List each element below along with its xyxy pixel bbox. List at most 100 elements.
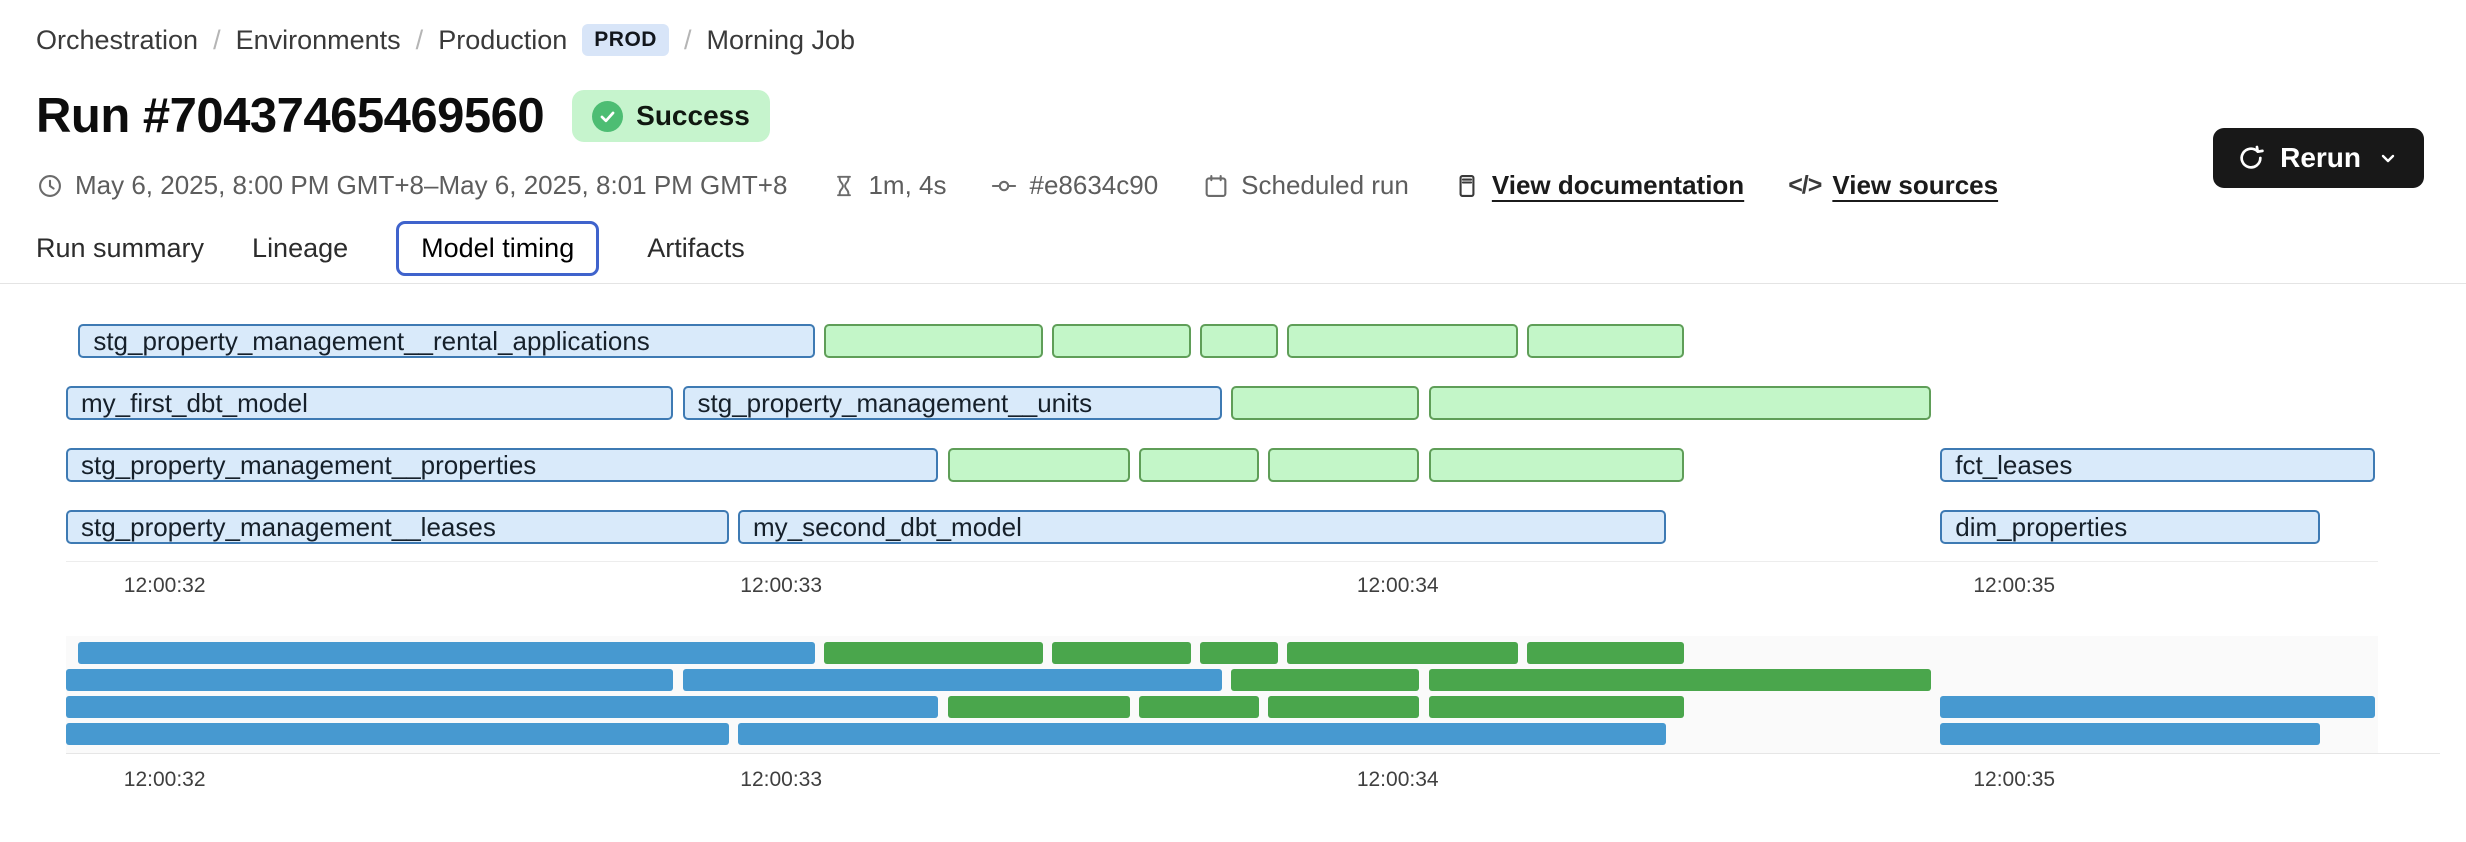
model-bar-label: my_second_dbt_model	[753, 511, 1022, 542]
gantt-row: my_first_dbt_model stg_property_managemen…	[66, 386, 2378, 420]
minimap-bar	[1428, 696, 1685, 718]
time-tick: 12:00:33	[740, 768, 823, 791]
view-documentation-link[interactable]: View documentation	[1491, 170, 1745, 200]
header: Run #70437465469560 Success	[36, 88, 2466, 144]
minimap-bar	[1200, 642, 1278, 664]
minimap-bar	[1268, 696, 1420, 718]
view-sources-link[interactable]: View sources	[1832, 170, 1999, 200]
rerun-button-label: Rerun	[2280, 142, 2361, 173]
model-bar[interactable]: my_first_dbt_model	[66, 386, 674, 420]
chevron-down-icon	[2381, 154, 2395, 163]
time-tick: 12:00:35	[1973, 574, 2056, 597]
code-icon: </>	[1788, 171, 1822, 199]
minimap-bar	[1527, 642, 1685, 664]
model-bar[interactable]: stg_property_management__leases	[66, 510, 729, 544]
minimap-row	[66, 696, 2378, 718]
model-bar-label: stg_property_management__properties	[81, 449, 537, 480]
task-bar[interactable]	[947, 448, 1130, 482]
run-commit: #e8634c90	[990, 170, 1158, 201]
model-bar[interactable]: stg_property_management__units	[682, 386, 1223, 420]
time-tick: 12:00:35	[1973, 768, 2056, 791]
minimap-bar	[78, 642, 816, 664]
time-tick: 12:00:33	[740, 574, 823, 597]
time-axis: 12:00:32 12:00:33 12:00:34 12:00:35	[66, 570, 2378, 600]
minimap-bar	[1231, 669, 1420, 691]
breadcrumb-production[interactable]: Production	[438, 24, 568, 55]
document-icon	[1459, 174, 1475, 197]
rerun-button[interactable]: Rerun	[2213, 128, 2424, 188]
tab-model-timing[interactable]: Model timing	[396, 221, 600, 276]
minimap-bar	[947, 696, 1130, 718]
minimap-bar	[682, 669, 1223, 691]
model-bar[interactable]: stg_property_management__properties	[66, 448, 939, 482]
minimap-bar	[1052, 642, 1192, 664]
view-documentation: View documentation	[1453, 170, 1744, 201]
minimap-bar	[66, 669, 674, 691]
breadcrumb-separator: /	[213, 24, 221, 55]
minimap-bar	[1138, 696, 1260, 718]
model-bar-label: stg_property_management__units	[697, 387, 1093, 418]
task-bar[interactable]	[1138, 448, 1260, 482]
tab-run-summary[interactable]: Run summary	[36, 233, 205, 263]
task-bar[interactable]	[1428, 448, 1685, 482]
model-bar-label: dim_properties	[1955, 511, 2128, 542]
breadcrumb-separator: /	[415, 24, 424, 55]
task-bar[interactable]	[1200, 324, 1278, 358]
page-title: Run #70437465469560	[36, 89, 545, 143]
gantt-row: stg_property_management__rental_applicat…	[66, 324, 2378, 358]
model-bar[interactable]: my_second_dbt_model	[738, 510, 1666, 544]
run-detail-page: Orchestration / Environments / Productio…	[0, 0, 2466, 794]
task-bar[interactable]	[1286, 324, 1519, 358]
run-duration: 1m, 4s	[831, 170, 946, 201]
calendar-icon	[1205, 174, 1227, 197]
breadcrumb: Orchestration / Environments / Productio…	[0, 0, 2466, 56]
minimap-bar	[66, 696, 939, 718]
breadcrumb-separator: /	[683, 24, 692, 55]
task-bar[interactable]	[1052, 324, 1192, 358]
breadcrumb-environments[interactable]: Environments	[235, 24, 401, 55]
env-badge: PROD	[582, 24, 669, 56]
tab-bar: Run summary Lineage Model timing Artifac…	[36, 221, 2466, 276]
time-tick: 12:00:32	[123, 768, 206, 791]
breadcrumb-morning-job[interactable]: Morning Job	[706, 24, 856, 55]
minimap-bar	[66, 723, 729, 745]
run-meta: May 6, 2025, 8:00 PM GMT+8–May 6, 2025, …	[36, 170, 2466, 201]
task-bar[interactable]	[824, 324, 1044, 358]
task-bar[interactable]	[1428, 386, 1932, 420]
timing-minimap[interactable]	[66, 636, 2440, 754]
commit-icon	[992, 180, 1017, 191]
minimap-row	[66, 642, 2378, 664]
hourglass-icon	[837, 175, 852, 196]
tabs-divider	[0, 283, 2466, 284]
view-sources: </> View sources	[1788, 170, 1998, 201]
minimap-bar	[1428, 669, 1932, 691]
minimap-bar	[738, 723, 1666, 745]
run-trigger: Scheduled run	[1202, 170, 1409, 201]
refresh-icon	[2240, 145, 2264, 169]
tab-lineage[interactable]: Lineage	[252, 233, 349, 263]
run-time-range: May 6, 2025, 8:00 PM GMT+8–May 6, 2025, …	[36, 170, 787, 201]
model-bar[interactable]: stg_property_management__rental_applicat…	[78, 324, 816, 358]
run-commit-label: #e8634c90	[1029, 170, 1159, 200]
model-bar-label: my_first_dbt_model	[81, 387, 308, 418]
task-bar[interactable]	[1527, 324, 1685, 358]
model-timing-panel: stg_property_management__rental_applicat…	[66, 324, 2466, 794]
model-bar-label: stg_property_management__rental_applicat…	[93, 325, 650, 356]
status-badge: Success	[572, 90, 770, 142]
time-tick: 12:00:32	[123, 574, 206, 597]
run-time-range-label: May 6, 2025, 8:00 PM GMT+8–May 6, 2025, …	[75, 170, 788, 200]
task-bar[interactable]	[1268, 448, 1420, 482]
model-bar-label: fct_leases	[1955, 449, 2073, 480]
model-timing-chart: stg_property_management__rental_applicat…	[66, 324, 2378, 562]
model-bar[interactable]: dim_properties	[1940, 510, 2320, 544]
tab-artifacts[interactable]: Artifacts	[647, 233, 745, 263]
gantt-row: stg_property_management__leases my_second…	[66, 510, 2378, 544]
model-bar-label: stg_property_management__leases	[81, 511, 496, 542]
breadcrumb-orchestration[interactable]: Orchestration	[36, 24, 199, 55]
minimap-plot[interactable]	[66, 636, 2378, 753]
time-tick: 12:00:34	[1356, 574, 1439, 597]
minimap-row	[66, 669, 2378, 691]
run-duration-label: 1m, 4s	[868, 170, 947, 200]
task-bar[interactable]	[1231, 386, 1420, 420]
model-bar[interactable]: fct_leases	[1940, 448, 2375, 482]
